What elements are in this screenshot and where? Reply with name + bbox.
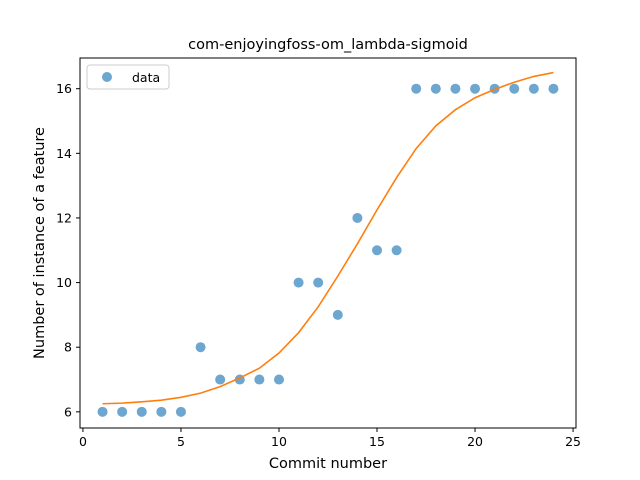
data-point xyxy=(450,83,461,94)
data-point xyxy=(175,406,186,417)
data-point xyxy=(254,374,265,385)
plot-frame xyxy=(79,57,577,429)
data-point xyxy=(156,406,167,417)
data-point xyxy=(372,245,383,256)
chart-title: com-enjoyingfoss-om_lambda-sigmoid xyxy=(188,37,468,53)
x-tick-label: 20 xyxy=(467,434,483,449)
data-point xyxy=(528,83,539,94)
data-point xyxy=(117,406,128,417)
data-point xyxy=(215,374,226,385)
legend-marker xyxy=(102,72,112,82)
y-axis: 6 8 10 12 14 16 xyxy=(56,81,80,419)
data-point xyxy=(411,83,422,94)
data-point xyxy=(195,342,206,353)
y-tick-label: 14 xyxy=(56,146,72,161)
data-point xyxy=(293,277,304,288)
x-axis: 0 5 10 15 20 25 xyxy=(79,428,581,449)
x-tick-label: 15 xyxy=(369,434,385,449)
data-point xyxy=(136,406,147,417)
legend: data xyxy=(86,64,170,90)
y-tick-label: 16 xyxy=(56,81,72,96)
data-point xyxy=(509,83,520,94)
plot-area xyxy=(97,71,559,417)
x-tick-label: 25 xyxy=(565,434,581,449)
data-point xyxy=(548,83,559,94)
y-axis-label: Number of instance of a feature xyxy=(32,127,48,359)
fit-line xyxy=(102,71,554,405)
x-tick-label: 5 xyxy=(177,434,185,449)
data-point xyxy=(313,277,324,288)
data-point xyxy=(430,83,441,94)
x-axis-label: Commit number xyxy=(269,456,387,472)
legend-box xyxy=(86,64,170,90)
x-tick-label: 10 xyxy=(271,434,287,449)
x-tick-label: 0 xyxy=(79,434,87,449)
data-point xyxy=(391,245,402,256)
data-point xyxy=(97,406,108,417)
y-tick-label: 12 xyxy=(56,210,72,225)
data-point xyxy=(332,309,343,320)
y-tick-label: 6 xyxy=(64,404,72,419)
y-tick-label: 8 xyxy=(64,340,72,355)
data-point xyxy=(470,83,481,94)
y-tick-label: 10 xyxy=(56,275,72,290)
data-point xyxy=(273,374,284,385)
legend-label: data xyxy=(132,70,160,85)
data-point xyxy=(352,212,363,223)
